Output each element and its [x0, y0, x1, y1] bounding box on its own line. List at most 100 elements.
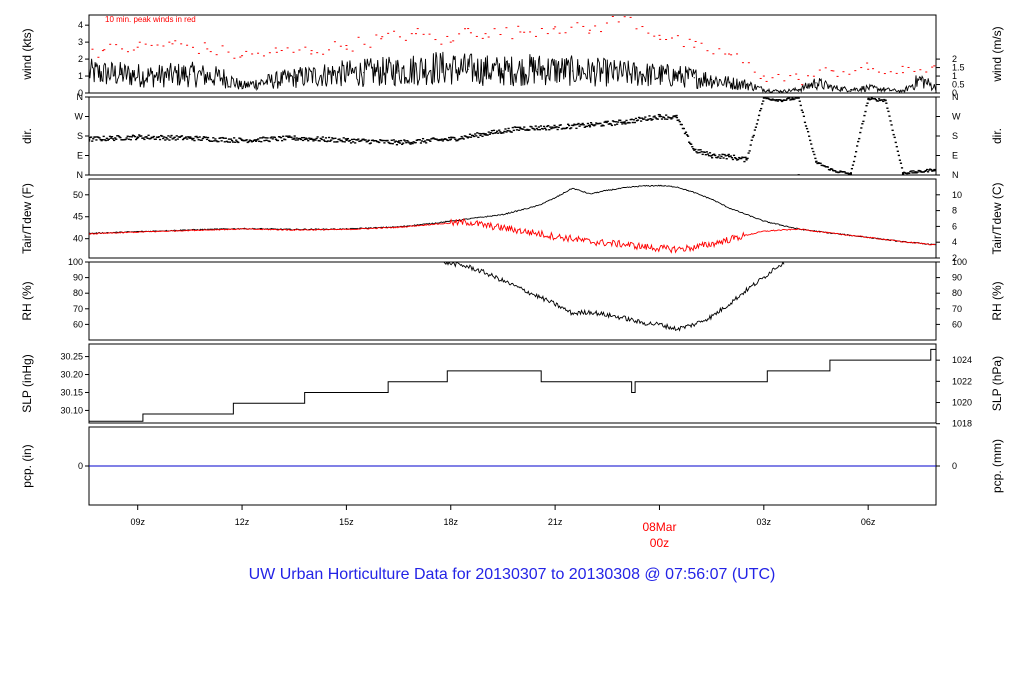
- direction-mark: [594, 124, 597, 126]
- direction-mark: [861, 123, 864, 125]
- peak-wind-mark: [121, 48, 124, 50]
- direction-mark: [614, 121, 618, 123]
- peak-wind-mark: [665, 39, 668, 41]
- peak-wind-mark: [357, 36, 360, 38]
- direction-mark: [691, 146, 694, 148]
- direction-mark: [106, 139, 109, 141]
- direction-mark: [546, 125, 549, 128]
- direction-mark: [628, 122, 631, 124]
- direction-mark: [886, 107, 889, 109]
- direction-mark: [334, 137, 337, 140]
- direction-point: [884, 99, 887, 101]
- direction-mark: [830, 168, 834, 170]
- direction-mark: [603, 121, 606, 123]
- direction-mark: [152, 135, 155, 138]
- peak-wind-mark: [310, 53, 313, 55]
- direction-mark: [132, 135, 136, 137]
- left-tick-label: 2: [78, 54, 83, 64]
- direction-mark: [656, 118, 659, 120]
- direction-point: [710, 154, 713, 157]
- direction-mark: [312, 140, 315, 142]
- peak-wind-mark: [801, 84, 804, 86]
- direction-point: [675, 116, 679, 119]
- direction-mark: [468, 133, 472, 135]
- panel-slp: 30.10 30.15 30.20 30.25 1018 1020 1022 1024 SLP …: [20, 343, 1004, 429]
- peak-wind-mark: [209, 51, 212, 53]
- direction-mark: [852, 160, 856, 163]
- direction-mark: [397, 140, 401, 142]
- peak-wind-mark: [747, 62, 750, 64]
- direction-mark: [129, 138, 132, 141]
- direction-mark: [582, 124, 585, 126]
- direction-mark: [806, 130, 810, 133]
- direction-mark: [749, 144, 752, 146]
- direction-mark: [472, 134, 475, 137]
- direction-mark: [532, 127, 535, 130]
- direction-mark: [271, 138, 274, 140]
- direction-mark: [342, 137, 345, 139]
- direction-mark: [633, 121, 636, 124]
- direction-mark: [926, 171, 930, 173]
- peak-wind-mark: [487, 36, 490, 38]
- direction-point: [919, 171, 922, 173]
- direction-mark: [721, 153, 724, 156]
- time-tick-label: 18z: [443, 517, 458, 527]
- right-tick-label: 0: [952, 461, 957, 471]
- direction-mark: [212, 137, 215, 139]
- direction-mark: [270, 136, 273, 138]
- time-tick-label: 21z: [548, 517, 563, 527]
- direction-mark: [505, 131, 508, 133]
- direction-mark: [685, 134, 689, 136]
- wind-point: [832, 87, 834, 89]
- direction-mark: [699, 149, 702, 151]
- wind-point: [224, 77, 226, 79]
- peak-wind-mark: [594, 25, 597, 27]
- peak-wind-point: [345, 45, 348, 47]
- direction-mark: [630, 118, 633, 120]
- direction-mark: [755, 123, 759, 125]
- direction-mark: [866, 102, 869, 104]
- peak-wind-mark: [440, 43, 443, 45]
- peak-wind-mark: [818, 69, 821, 71]
- peak-wind-point: [693, 46, 696, 48]
- peak-wind-mark: [481, 37, 484, 39]
- direction-mark: [813, 153, 816, 156]
- right-tick-label: 2: [952, 253, 957, 263]
- left-tick-label: 4: [78, 20, 83, 30]
- direction-mark: [110, 136, 114, 138]
- peak-wind-mark: [611, 15, 614, 17]
- direction-mark: [808, 135, 811, 137]
- direction-mark: [911, 172, 914, 174]
- peak-wind-mark: [529, 31, 532, 33]
- direction-mark: [893, 136, 896, 139]
- left-tick-label: 50: [73, 190, 83, 200]
- direction-mark: [737, 158, 740, 161]
- peak-wind-mark: [576, 22, 579, 24]
- peak-wind-point: [310, 50, 313, 52]
- direction-mark: [734, 157, 738, 160]
- peak-wind-mark: [883, 73, 886, 75]
- direction-mark: [354, 142, 357, 144]
- right-tick-label: S: [952, 131, 958, 141]
- direction-mark: [390, 139, 393, 141]
- direction-mark: [223, 141, 226, 143]
- direction-mark: [269, 137, 272, 139]
- left-tick-label: 30.20: [60, 370, 83, 380]
- peak-wind-mark: [759, 77, 762, 79]
- direction-mark: [625, 119, 628, 122]
- direction-mark: [542, 125, 546, 128]
- direction-mark: [899, 162, 903, 164]
- direction-mark: [92, 138, 95, 140]
- peak-wind-mark: [345, 48, 348, 50]
- peak-wind-mark: [363, 43, 366, 45]
- peak-wind-mark: [286, 47, 289, 49]
- direction-mark: [273, 136, 276, 139]
- direction-mark: [677, 119, 680, 121]
- direction-mark: [302, 136, 306, 139]
- peak-wind-mark: [339, 45, 342, 47]
- peak-wind-mark: [842, 71, 845, 73]
- direction-mark: [511, 126, 514, 129]
- direction-mark: [810, 143, 813, 145]
- peak-wind-mark: [913, 70, 916, 72]
- direction-mark: [729, 155, 732, 157]
